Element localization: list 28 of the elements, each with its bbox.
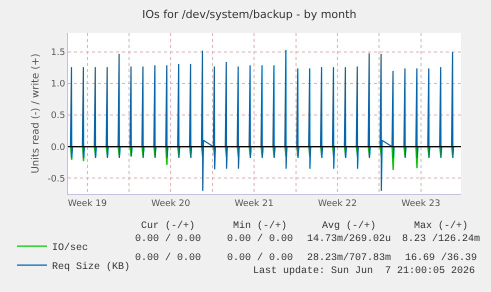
y-tick-label: 0.5 <box>50 111 66 122</box>
chart-title: IOs for /dev/system/backup - by month <box>142 8 356 21</box>
y-tick-label: -0.5 <box>48 174 66 184</box>
x-tick-label: Week 21 <box>234 198 274 209</box>
text: 16.69 /36.39 <box>405 252 478 264</box>
x-tick-label: Week 20 <box>151 198 190 209</box>
text: Last update: Sun Jun 7 21:00:05 2026 <box>253 265 476 277</box>
legend-label: Req Size (KB) <box>52 261 130 273</box>
text: 0.00 / 0.00 <box>135 252 202 264</box>
y-axis-title: Units read (-) / write (+) <box>30 53 42 174</box>
x-tick-label: Week 19 <box>68 198 108 209</box>
legend-label: IO/sec <box>52 242 88 254</box>
text: Min (-/+) <box>233 220 288 232</box>
text: Cur (-/+) <box>141 220 196 232</box>
x-tick-label: Week 23 <box>401 198 440 209</box>
text: 0.00 / 0.00 <box>135 233 202 245</box>
text: 14.73m/269.02u <box>307 233 392 245</box>
text: Max (-/+) <box>414 220 468 232</box>
text: 0.00 / 0.00 <box>227 252 294 264</box>
line-series <box>70 49 454 192</box>
text: Avg (-/+) <box>322 220 376 232</box>
y-tick-label: 1.0 <box>50 80 66 90</box>
text: 8.23 /126.24m <box>402 233 480 245</box>
y-tick-label: 1.5 <box>50 48 66 58</box>
text: 0.00 / 0.00 <box>227 233 294 245</box>
y-tick-label: 0.0 <box>50 142 66 153</box>
x-tick-label: Week 22 <box>318 198 357 209</box>
text: 28.23m/707.83m <box>307 252 392 264</box>
